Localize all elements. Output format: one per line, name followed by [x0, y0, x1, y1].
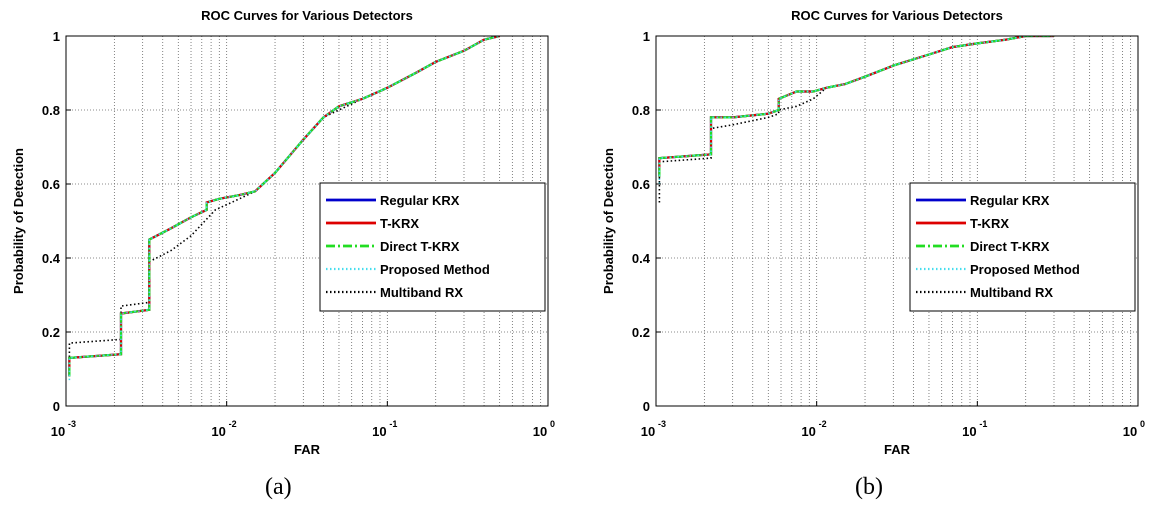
- x-tick-label: 10: [1123, 424, 1137, 439]
- legend: Regular KRX T-KRX Direct T-KRX Proposed Met…: [909, 182, 1136, 312]
- legend-label: Regular KRX: [380, 193, 460, 208]
- legend: Regular KRX T-KRX Direct T-KRX Proposed Met…: [319, 182, 546, 312]
- legend-label: T-KRX: [380, 216, 419, 231]
- series-group: [68, 36, 500, 381]
- y-tick-label: 0: [643, 399, 650, 414]
- y-tick-label: 0.2: [632, 325, 650, 340]
- grid: [656, 36, 1138, 406]
- x-tick-label: 10: [533, 424, 547, 439]
- y-tick-label: 0.2: [42, 325, 60, 340]
- legend-label: Direct T-KRX: [970, 239, 1050, 254]
- y-tick-label: 0.4: [632, 251, 651, 266]
- x-tick-label: 10: [962, 424, 976, 439]
- y-tick-label: 0.4: [42, 251, 61, 266]
- y-tick-label: 0.8: [42, 103, 60, 118]
- y-tick-label: 1: [643, 29, 650, 44]
- y-tick-label: 0.6: [632, 177, 650, 192]
- legend-label: T-KRX: [970, 216, 1009, 231]
- legend-label: Regular KRX: [970, 193, 1050, 208]
- series-direct-t-krx: [68, 36, 500, 377]
- legend-label: Proposed Method: [380, 262, 490, 277]
- x-tick-exponent: -3: [68, 419, 76, 429]
- caption-b: (b): [855, 474, 883, 500]
- grid: [66, 36, 548, 406]
- x-axis-label: FAR: [884, 442, 911, 457]
- legend-box: [319, 182, 546, 312]
- y-axis-label: Probability of Detection: [11, 148, 26, 294]
- x-tick-exponent: -2: [229, 419, 237, 429]
- series-multiband-rx: [658, 36, 1054, 203]
- x-tick-exponent: -1: [389, 419, 397, 429]
- x-axis-label: FAR: [294, 442, 321, 457]
- legend-label: Proposed Method: [970, 262, 1080, 277]
- x-tick-label: 10: [372, 424, 386, 439]
- x-tick-exponent: -2: [819, 419, 827, 429]
- caption-a: (a): [265, 474, 292, 500]
- series-proposed-method: [658, 36, 1054, 184]
- legend-label: Multiband RX: [380, 285, 463, 300]
- x-tick-label: 10: [641, 424, 655, 439]
- legend-label: Multiband RX: [970, 285, 1053, 300]
- x-tick-exponent: -1: [979, 419, 987, 429]
- y-tick-label: 0: [53, 399, 60, 414]
- y-tick-label: 1: [53, 29, 60, 44]
- y-axis-label: Probability of Detection: [601, 148, 616, 294]
- axes-box: [655, 35, 1139, 407]
- chart-title: ROC Curves for Various Detectors: [791, 8, 1003, 23]
- legend-box: [909, 182, 1136, 312]
- x-tick-exponent: 0: [1140, 419, 1145, 429]
- legend-label: Direct T-KRX: [380, 239, 460, 254]
- x-tick-label: 10: [801, 424, 815, 439]
- x-tick-exponent: -3: [658, 419, 666, 429]
- x-tick-label: 10: [51, 424, 65, 439]
- y-tick-label: 0.8: [632, 103, 650, 118]
- x-tick-exponent: 0: [550, 419, 555, 429]
- axes-box: [65, 35, 549, 407]
- chart-title: ROC Curves for Various Detectors: [201, 8, 413, 23]
- y-tick-label: 0.6: [42, 177, 60, 192]
- x-tick-label: 10: [211, 424, 225, 439]
- series-group: [658, 36, 1054, 203]
- series-multiband-rx: [68, 36, 500, 369]
